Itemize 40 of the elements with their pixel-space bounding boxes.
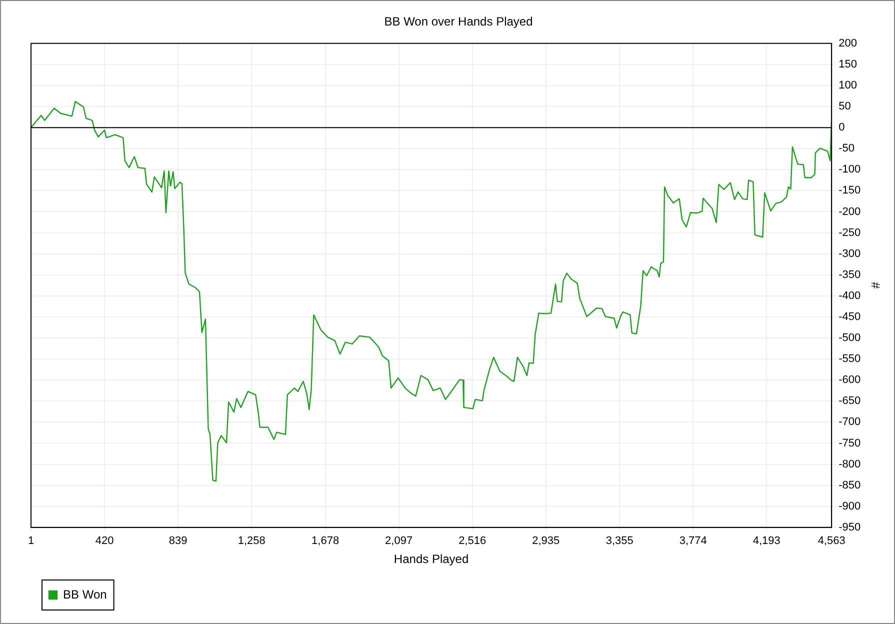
y-tick-label: 50: [838, 100, 851, 113]
y-tick-label: -350: [838, 268, 861, 281]
y-tick-label: 200: [838, 37, 857, 50]
y-tick-label: -250: [838, 226, 861, 239]
x-tick-label: 4,193: [752, 535, 780, 548]
y-tick-label: -650: [838, 395, 861, 408]
y-tick-label: -600: [838, 374, 861, 386]
y-tick-label: -950: [838, 521, 861, 534]
x-tick-label: 2,097: [385, 535, 413, 548]
y-tick-label: -450: [838, 310, 861, 323]
y-tick-label: -150: [838, 184, 861, 197]
x-tick-label: 1,258: [238, 535, 266, 548]
x-tick-label: 839: [168, 535, 188, 548]
y-tick-label: -850: [838, 479, 861, 492]
x-tick-label: 4,563: [818, 535, 846, 548]
y-tick-label: -750: [838, 437, 861, 450]
x-tick-label: 3,355: [606, 535, 634, 548]
x-axis-title: Hands Played: [394, 552, 469, 566]
y-tick-label: -550: [838, 353, 861, 366]
x-tick-label: 1,678: [312, 535, 340, 548]
y-tick-label: 150: [838, 58, 857, 70]
y-tick-label: -700: [838, 416, 861, 428]
y-tick-label: -500: [838, 332, 861, 344]
y-axis-title: #: [868, 282, 882, 290]
y-tick-label: 100: [838, 80, 857, 92]
y-tick-label: -200: [838, 206, 861, 218]
y-tick-label: -300: [838, 248, 861, 260]
y-tick-label: -900: [838, 500, 861, 512]
x-tick-label: 1: [28, 535, 34, 548]
y-tick-label: -100: [838, 164, 861, 176]
y-tick-label: -50: [838, 142, 854, 155]
chart-title: BB Won over Hands Played: [384, 14, 533, 29]
x-tick-label: 2,516: [458, 535, 486, 548]
x-tick-label: 2,935: [532, 535, 560, 548]
legend-label: BB Won: [63, 587, 107, 602]
x-tick-label: 420: [95, 535, 114, 548]
y-tick-label: -800: [838, 458, 861, 470]
y-tick-label: -400: [838, 290, 861, 302]
x-tick-label: 3,774: [679, 535, 707, 548]
y-tick-label: 0: [838, 122, 845, 134]
